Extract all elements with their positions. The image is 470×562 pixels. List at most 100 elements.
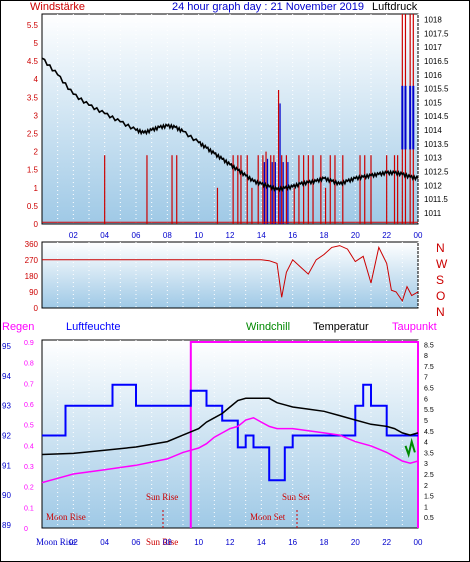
pressure-tick-label: 1015 <box>424 98 442 107</box>
wind-tick-label: 1.5 <box>27 166 39 175</box>
pressure-tick-label: 1012 <box>424 181 442 190</box>
rain-tick-label: 0.8 <box>24 361 34 368</box>
rain-tick-label: 0.3 <box>24 464 34 471</box>
wind-tick-label: 0.5 <box>27 202 39 211</box>
rain-tick-label: 0.1 <box>24 505 34 512</box>
rain-tick-label: 0.9 <box>24 340 34 347</box>
wind-tick-label: 2.5 <box>27 129 39 138</box>
rain-legend: Regen <box>2 321 34 333</box>
temp-tick-label: 0.5 <box>424 515 434 522</box>
temp-tick-label: 3 <box>424 461 428 468</box>
temp-tick-label: 6 <box>424 396 428 403</box>
temp-tick-label: 7 <box>424 375 428 382</box>
direction-tick-label: 90 <box>29 288 38 297</box>
direction-tick-label: 360 <box>25 240 39 249</box>
temp-x-tick-label: 20 <box>351 538 360 547</box>
pressure-tick-label: 1013 <box>424 154 442 163</box>
windchill-series-line <box>404 437 416 458</box>
wind-tick-label: 5.5 <box>27 21 39 30</box>
temp-x-tick-label: 00 <box>414 538 423 547</box>
rain-tick-label: 0 <box>24 526 28 533</box>
humidity-tick-label: 93 <box>2 402 11 411</box>
wind-x-tick-label: 00 <box>414 231 423 240</box>
temp-tick-label: 2 <box>424 483 428 490</box>
wind-tick-label: 4 <box>34 75 39 84</box>
dewpoint-series-line <box>41 416 419 484</box>
dewpoint-legend: Taupunkt <box>392 321 437 333</box>
pressure-tick-label: 1016 <box>424 71 442 80</box>
wind-tick-label: 1 <box>34 184 39 193</box>
temp-tick-label: 4.5 <box>424 429 434 436</box>
bottom-moon-rise-label: Moon Rise <box>36 537 76 547</box>
temp-x-tick-label: 06 <box>132 538 141 547</box>
pressure-series-line <box>41 57 419 193</box>
compass-n-top: N <box>436 241 445 255</box>
pressure-tick-label: 1011.5 <box>424 195 448 204</box>
humidity-tick-label: 89 <box>2 521 11 530</box>
compass-w: W <box>436 257 448 271</box>
compass-o: O <box>436 289 445 303</box>
direction-tick-label: 180 <box>25 272 39 281</box>
temp-tick-label: 1 <box>424 504 428 511</box>
temp-x-tick-label: 12 <box>226 538 235 547</box>
windchill-legend: Windchill <box>246 321 290 333</box>
temp-tick-label: 5.5 <box>424 407 434 414</box>
pressure-tick-label: 1017 <box>424 43 442 52</box>
temp-x-tick-label: 18 <box>320 538 329 547</box>
temp-x-tick-label: 04 <box>100 538 109 547</box>
wind-tick-label: 3 <box>34 111 39 120</box>
humidity-tick-label: 90 <box>2 491 11 500</box>
wind-tick-label: 5 <box>34 39 39 48</box>
moon-rise-label: Moon Rise <box>46 512 86 522</box>
temp-tick-label: 1.5 <box>424 494 434 501</box>
temp-tick-label: 8.5 <box>424 342 434 349</box>
temp-x-tick-label: 02 <box>69 538 78 547</box>
wind-x-tick-label: 06 <box>132 231 141 240</box>
rain-tick-label: 0.6 <box>24 402 34 409</box>
wind-x-tick-label: 08 <box>163 231 172 240</box>
rain-tick-label: 0.2 <box>24 485 34 492</box>
humidity-tick-label: 94 <box>2 372 11 381</box>
pressure-tick-label: 1012.5 <box>424 168 449 177</box>
temperature-series-line <box>41 397 419 456</box>
wind-x-tick-label: 22 <box>382 231 391 240</box>
pressure-axis-title: Luftdruck <box>372 1 418 13</box>
windspeed-axis-title: Windstärke <box>30 1 85 13</box>
wind-tick-label: 4.5 <box>27 57 39 66</box>
wind-tick-label: 2 <box>34 148 39 157</box>
humidity-legend: Luftfeuchte <box>66 321 120 333</box>
rain-tick-label: 0.7 <box>24 381 34 388</box>
direction-tick-label: 270 <box>25 256 39 265</box>
temp-x-tick-label: 08 <box>163 538 172 547</box>
temp-x-tick-label: 14 <box>257 538 266 547</box>
rain-tick-label: 0.4 <box>24 443 34 450</box>
rain-tick-label: 0.5 <box>24 423 34 430</box>
graph-title: 24 hour graph day : 21 November 2019 <box>172 1 364 13</box>
temp-x-tick-label: 16 <box>288 538 297 547</box>
pressure-tick-label: 1018 <box>424 16 442 25</box>
humidity-tick-label: 91 <box>2 461 11 470</box>
direction-tick-label: 0 <box>34 304 39 313</box>
pressure-tick-label: 1014 <box>424 126 442 135</box>
temp-tick-label: 7.5 <box>424 364 434 371</box>
wind-tick-label: 0 <box>34 220 39 229</box>
temp-x-tick-label: 22 <box>382 538 391 547</box>
humidity-series-line <box>42 383 418 482</box>
humidity-tick-label: 92 <box>2 431 11 440</box>
temp-tick-label: 6.5 <box>424 386 434 393</box>
wind-x-tick-label: 14 <box>257 231 266 240</box>
pressure-tick-label: 1017.5 <box>424 29 449 38</box>
compass-n-bottom: N <box>436 305 445 319</box>
temperature-legend: Temperatur <box>313 321 369 333</box>
wind-x-tick-label: 20 <box>351 231 360 240</box>
temp-tick-label: 4 <box>424 440 428 447</box>
wind-x-tick-label: 12 <box>226 231 235 240</box>
wind-x-tick-label: 16 <box>288 231 297 240</box>
direction-series-line <box>42 245 419 303</box>
pressure-tick-label: 1016.5 <box>424 57 449 66</box>
temp-tick-label: 2.5 <box>424 472 434 479</box>
temp-x-tick-label: 10 <box>194 538 203 547</box>
wind-x-tick-label: 18 <box>320 231 329 240</box>
